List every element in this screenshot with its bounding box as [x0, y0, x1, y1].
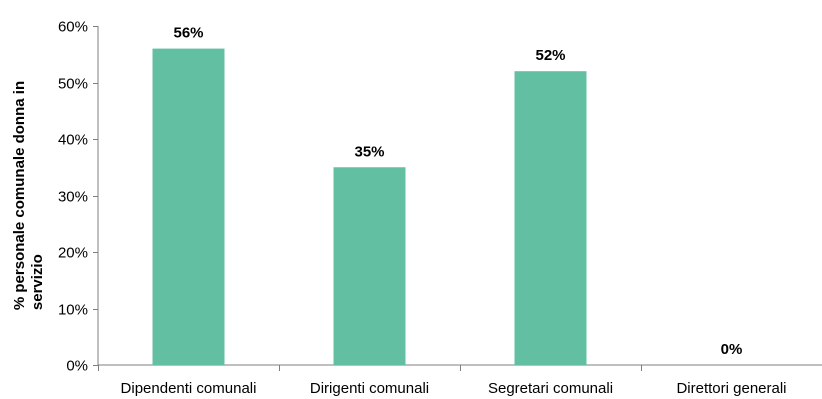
data-label: 35% [354, 143, 384, 160]
bar [333, 167, 406, 365]
x-category-label: Dirigenti comunali [310, 380, 429, 397]
y-axis-ticks: 0% 10% 20% 30% 40% 50% 60% [58, 19, 98, 375]
y-tick-label: 30% [58, 189, 88, 206]
x-axis-labels: Dipendenti comunali Dirigenti comunali Seg… [121, 380, 787, 397]
y-axis-title-line: % personale comunale donna in [11, 81, 28, 310]
y-tick-label: 10% [58, 302, 88, 319]
y-tick-label: 60% [58, 19, 88, 36]
bar [514, 71, 587, 365]
data-label: 52% [535, 47, 565, 64]
bars [152, 48, 587, 365]
data-labels: 56% 35% 52% 0% [173, 25, 742, 358]
y-axis-title: % personale comunale donna in servizio [11, 81, 46, 310]
y-tick-label: 20% [58, 245, 88, 262]
bar [152, 48, 225, 365]
x-category-label: Segretari comunali [488, 380, 613, 397]
x-category-label: Direttori generali [676, 380, 786, 397]
y-tick-label: 40% [58, 132, 88, 149]
y-tick-label: 0% [66, 358, 88, 375]
y-tick-label: 50% [58, 76, 88, 93]
x-category-label: Dipendenti comunali [121, 380, 257, 397]
data-label: 0% [721, 341, 743, 358]
y-axis-title-line: servizio [29, 254, 46, 310]
data-label: 56% [173, 25, 203, 42]
